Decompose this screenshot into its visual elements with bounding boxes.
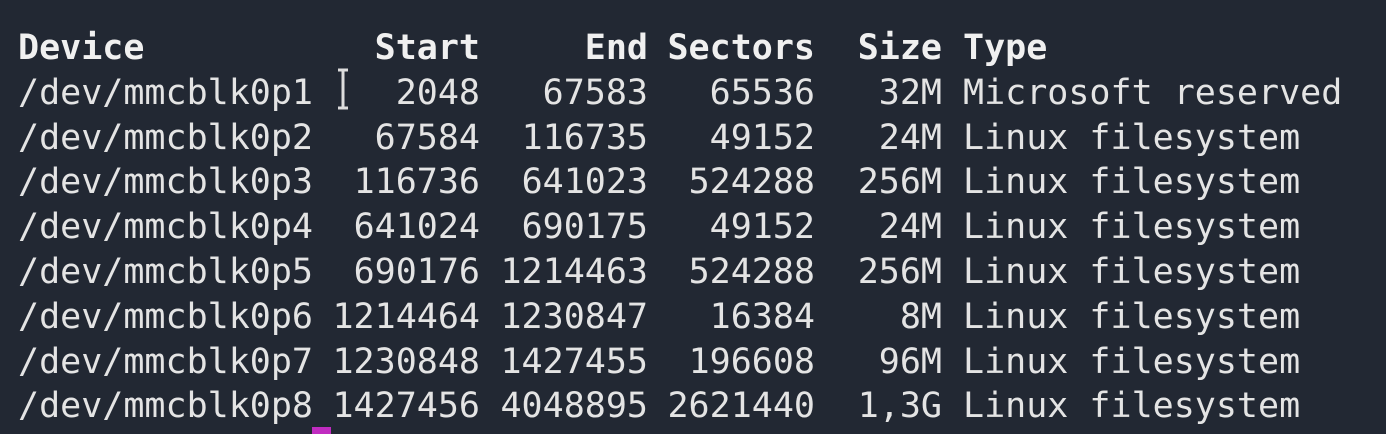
device-cell: /dev/mmcblk0p2 [18,117,314,158]
terminal-cursor [312,427,331,434]
type-cell: Linux filesystem [963,117,1301,158]
end-cell: 641023 [521,162,648,203]
device-cell: /dev/mmcblk0p5 [18,252,314,292]
device-cell: /dev/mmcblk0p6 [18,296,314,337]
start-cell: 1214464 [332,296,480,337]
sectors-cell: 49152 [709,117,815,158]
end-cell: 690175 [521,207,648,248]
device-cell: /dev/mmcblk0p1 [18,72,314,113]
size-cell: 96M [878,341,942,382]
start-cell: 2048 [395,72,480,113]
mouse-cursor [338,68,348,110]
end-cell: 67583 [542,72,648,113]
start-cell: 690176 [353,252,480,292]
start-cell: 1230848 [332,341,480,382]
size-cell: 24M [878,207,942,248]
size-cell: 256M [857,162,942,203]
device-cell: /dev/mmcblk0p8 [18,386,314,427]
type-cell: Linux filesystem [963,252,1301,292]
sectors-cell: Sectors [667,28,815,68]
start-cell: 67584 [374,117,480,158]
type-cell: Linux filesystem [963,207,1301,248]
start-cell: 641024 [353,207,480,248]
end-cell: 4048895 [500,386,648,427]
size-cell: 32M [878,72,942,113]
start-cell: 116736 [353,162,480,203]
type-cell: Linux filesystem [963,386,1301,427]
size-cell: Size [857,28,942,68]
type-cell: Microsoft reserved [963,72,1343,113]
sectors-cell: 65536 [709,72,815,113]
type-cell: Linux filesystem [963,341,1301,382]
device-cell: /dev/mmcblk0p7 [18,341,314,382]
sectors-cell: 16384 [709,296,815,337]
sectors-cell: 524288 [688,252,815,292]
end-cell: 116735 [521,117,648,158]
end-cell: 1230847 [500,296,648,337]
device-cell: /dev/mmcblk0p3 [18,162,314,203]
type-cell: Linux filesystem [963,162,1301,203]
sectors-cell: 196608 [688,341,815,382]
sectors-cell: 2621440 [667,386,815,427]
type-cell: Linux filesystem [963,296,1301,337]
type-cell: Type [963,28,1048,68]
size-cell: 8M [899,296,942,337]
sectors-cell: 49152 [709,207,815,248]
end-cell: 1427455 [500,341,648,382]
end-cell: 1214463 [500,252,648,292]
device-cell: Device [18,28,145,68]
device-cell: /dev/mmcblk0p4 [18,207,314,248]
start-cell: 1427456 [332,386,480,427]
end-cell: End [584,28,648,68]
start-cell: Start [374,28,480,68]
size-cell: 256M [857,252,942,292]
size-cell: 1,3G [857,386,942,427]
sectors-cell: 524288 [688,162,815,203]
size-cell: 24M [878,117,942,158]
